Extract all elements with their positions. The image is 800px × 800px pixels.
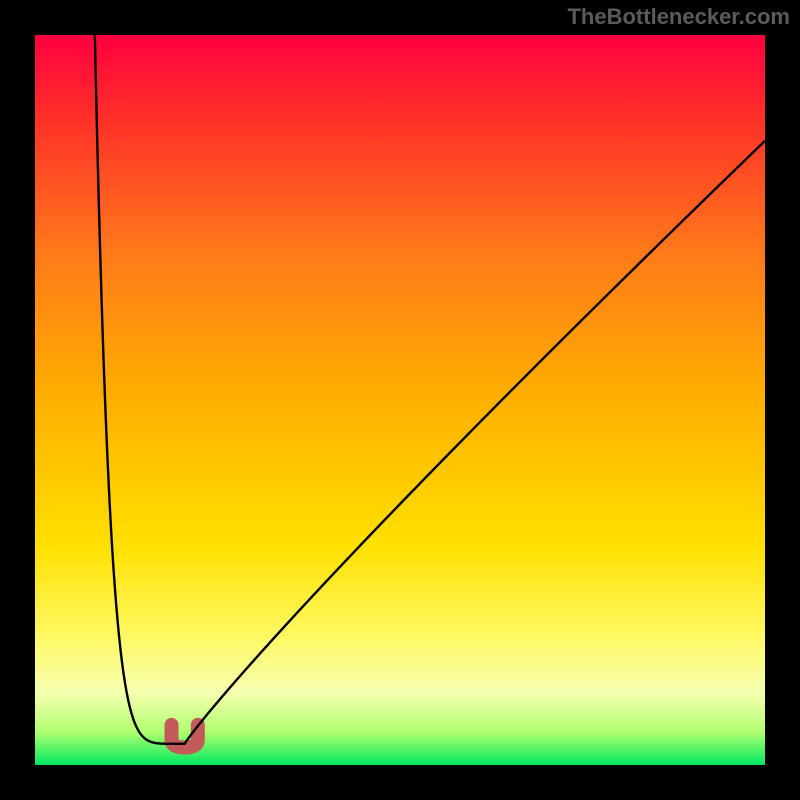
plot-gradient-rect — [35, 35, 765, 765]
chart-svg — [0, 0, 800, 800]
chart-stage: TheBottlenecker.com — [0, 0, 800, 800]
